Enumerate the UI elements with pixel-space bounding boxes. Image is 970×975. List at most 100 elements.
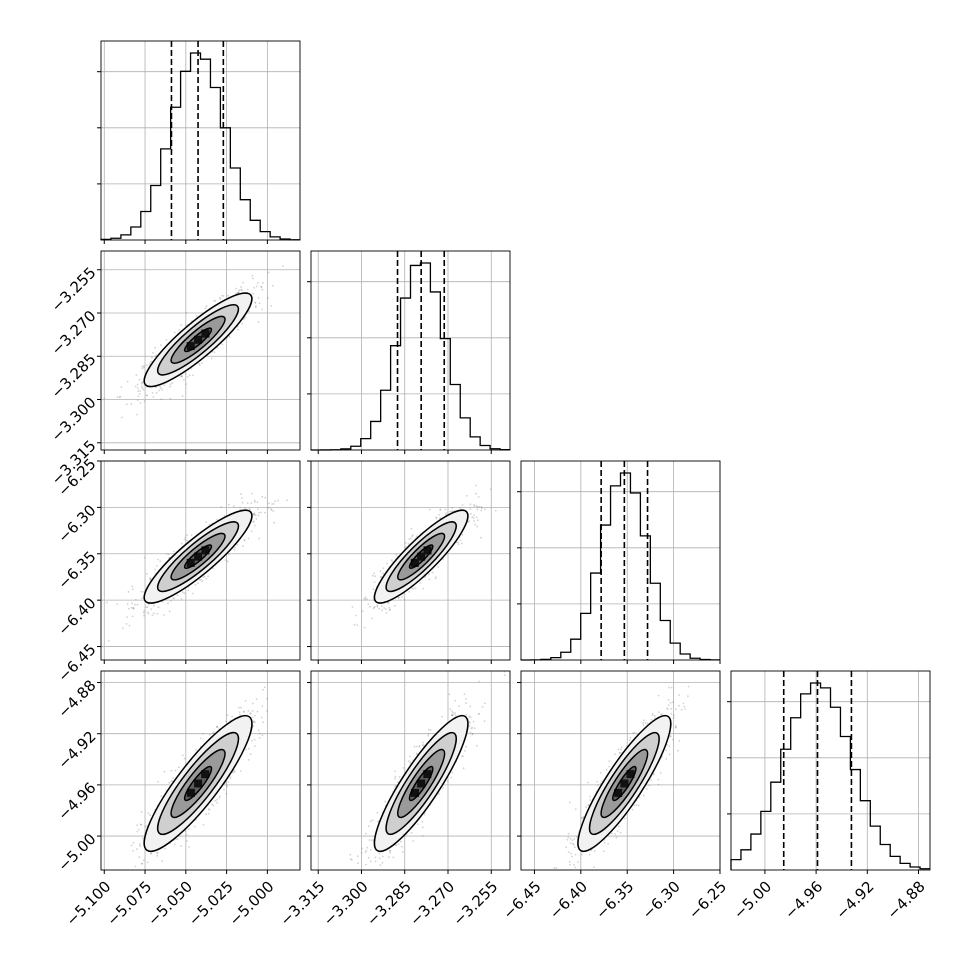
y-tick-label: −4.92 — [54, 728, 99, 773]
scatter-point — [121, 386, 123, 388]
scatter-point — [273, 522, 275, 524]
scatter-point — [186, 534, 188, 536]
panel-1-0 — [96, 251, 300, 454]
scatter-point — [380, 570, 382, 572]
scatter-point — [207, 575, 209, 577]
scatter-point — [408, 538, 410, 540]
scatter-point — [178, 766, 180, 768]
scatter-point — [150, 853, 152, 855]
scatter-point — [249, 712, 251, 714]
scatter-point — [366, 598, 368, 600]
scatter-point — [423, 588, 425, 590]
scatter-point — [135, 599, 137, 601]
scatter-point — [365, 596, 367, 598]
scatter-point — [457, 542, 459, 544]
scatter-point — [242, 545, 244, 547]
scatter-point — [477, 509, 479, 511]
scatter-point — [185, 312, 187, 314]
scatter-point — [200, 738, 202, 740]
scatter-point — [374, 606, 376, 608]
scatter-point — [436, 518, 438, 520]
scatter-point — [247, 289, 249, 291]
scatter-point — [250, 753, 252, 755]
scatter-point — [239, 507, 241, 509]
scatter-point — [268, 272, 270, 274]
scatter-point — [160, 387, 162, 389]
scatter-point — [195, 584, 197, 586]
density-3-1 — [347, 665, 505, 893]
scatter-point — [132, 850, 134, 852]
x-tick-label: −5.025 — [185, 878, 237, 930]
scatter-point — [266, 698, 268, 700]
y-tick-label: −4.96 — [54, 779, 99, 824]
scatter-point — [470, 503, 472, 505]
scatter-point — [462, 504, 464, 506]
scatter-point — [211, 358, 213, 360]
scatter-point — [373, 608, 375, 610]
scatter-point — [357, 862, 359, 864]
scatter-point — [142, 389, 144, 391]
scatter-point — [478, 506, 480, 508]
scatter-point — [122, 627, 124, 629]
panel-0-0 — [97, 41, 300, 244]
scatter-point — [152, 614, 154, 616]
scatter-point — [216, 802, 218, 804]
scatter-point — [160, 344, 162, 346]
scatter-point — [137, 604, 139, 606]
scatter-point — [185, 830, 187, 832]
scatter-point — [364, 627, 366, 629]
scatter-point — [262, 721, 264, 723]
scatter-point — [256, 698, 258, 700]
scatter-point — [152, 392, 154, 394]
scatter-point — [451, 710, 453, 712]
scatter-point — [202, 733, 204, 735]
scatter-point — [208, 808, 210, 810]
scatter-point — [261, 289, 263, 291]
scatter-point — [143, 612, 145, 614]
scatter-point — [461, 543, 463, 545]
scatter-point — [96, 415, 98, 417]
scatter-point — [261, 309, 263, 311]
scatter-point — [428, 729, 430, 731]
scatter-point — [171, 780, 173, 782]
scatter-point — [373, 588, 375, 590]
y-tick-label: −4.88 — [54, 676, 99, 721]
scatter-point — [230, 777, 232, 779]
scatter-point — [156, 852, 158, 854]
scatter-point — [153, 612, 155, 614]
scatter-point — [473, 515, 475, 517]
scatter-point — [240, 286, 242, 288]
scatter-point — [261, 717, 263, 719]
scatter-point — [117, 396, 119, 398]
histogram-1 — [311, 263, 510, 450]
scatter-point — [149, 814, 151, 816]
scatter-point — [184, 758, 186, 760]
scatter-point — [217, 726, 219, 728]
scatter-point — [272, 510, 274, 512]
scatter-point — [163, 384, 165, 386]
scatter-point — [186, 540, 188, 542]
scatter-point — [199, 365, 201, 367]
scatter-point — [271, 509, 273, 511]
scatter-point — [141, 591, 143, 593]
scatter-point — [386, 563, 388, 565]
histogram-2 — [521, 473, 720, 660]
scatter-point — [214, 351, 216, 353]
scatter-point — [398, 597, 400, 599]
scatter-point — [470, 508, 472, 510]
scatter-point — [442, 787, 444, 789]
scatter-point — [402, 851, 404, 853]
scatter-point — [216, 799, 218, 801]
scatter-point — [264, 512, 266, 514]
scatter-point — [141, 386, 143, 388]
scatter-point — [260, 512, 262, 514]
scatter-point — [257, 711, 259, 713]
scatter-point — [251, 493, 253, 495]
scatter-point — [286, 499, 288, 501]
scatter-point — [209, 734, 211, 736]
panel-3-0 — [97, 671, 300, 894]
scatter-point — [234, 771, 236, 773]
scatter-point — [268, 507, 270, 509]
scatter-point — [129, 876, 131, 878]
scatter-point — [254, 739, 256, 741]
